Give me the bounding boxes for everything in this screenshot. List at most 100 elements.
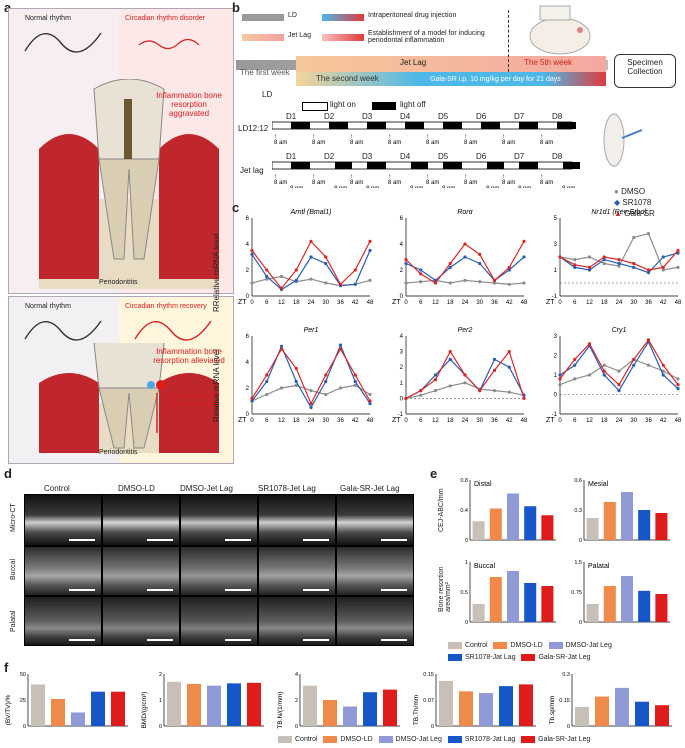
time-label: 8 am (312, 140, 325, 146)
y-tick-label: 1 (159, 698, 162, 704)
data-point (646, 271, 651, 275)
y-axis-label: TB.N/(1/mm) (277, 691, 284, 728)
y-tick-label: 1.5 (574, 560, 582, 566)
y-tick-label: 0 (579, 538, 582, 544)
palatal-image (336, 596, 414, 646)
ld1212-schedule: ↑8 am8 pm↑8 am8 pm↑8 am8 pm↑8 am8 pm↑8 a… (272, 121, 576, 146)
panel-d-label: d (4, 466, 12, 481)
bar (489, 577, 502, 622)
day-label: D6 (476, 152, 487, 161)
gene-title: Per2 (458, 327, 473, 334)
specimen-label: Specimen Collection (627, 58, 663, 76)
x-tick-label: 12 (586, 418, 593, 424)
bar (655, 705, 669, 726)
timeline-first-week: The first week (240, 68, 290, 77)
y-tick-label: 50 (20, 672, 26, 678)
palatal-image (180, 596, 258, 646)
x-tick-label: 48 (367, 300, 374, 306)
zt-label: ZT (392, 299, 401, 306)
y-tick-label: 0.15 (559, 698, 570, 704)
legend-item: Gala-SR-Jat Leg (521, 736, 590, 743)
x-tick-label: 0 (558, 300, 562, 306)
data-point (617, 264, 621, 268)
top-wave-disorder (138, 38, 200, 50)
subplot-title: Distal (474, 481, 492, 488)
y-axis-label: (BV/TV)/% (5, 694, 12, 725)
arrow-am: ↑ (350, 134, 353, 140)
y-axis-label: TB.Th/mm (413, 695, 420, 725)
x-tick-label: 36 (645, 418, 652, 424)
panel-c-ylabel-bottom: Relative mRNA level (212, 349, 221, 422)
data-point (492, 389, 497, 393)
data-point (573, 265, 577, 269)
data-point (573, 363, 577, 367)
data-point (558, 383, 562, 387)
time-label: 8 am (388, 180, 401, 186)
panel-d-col-0: Control (44, 484, 70, 493)
data-point (433, 378, 438, 382)
zt-label: ZT (238, 299, 247, 306)
x-tick-label: 30 (476, 300, 483, 306)
y-tick-label: 0 (465, 538, 468, 544)
legend-item: Control (278, 736, 318, 743)
data-point (522, 396, 526, 400)
data-point (265, 379, 269, 384)
day-label: D7 (514, 152, 525, 161)
timeline-jetlag-bar (296, 56, 606, 72)
time-label: 8 pm (442, 186, 455, 188)
panel-c-label: c (232, 200, 240, 215)
legend-item: SR1078-Jat Lag (447, 736, 515, 743)
x-tick-label: 24 (308, 418, 315, 424)
data-point (265, 373, 269, 377)
day-label: D7 (514, 112, 525, 121)
data-point (587, 265, 592, 269)
dark-period (519, 122, 538, 129)
data-point (265, 274, 269, 279)
y-tick-label: 0 (246, 294, 250, 300)
legend-item: DMSO-LD (323, 736, 373, 743)
timeline-second-week: The second week (316, 74, 379, 83)
day-label: D1 (286, 112, 297, 121)
data-point (492, 368, 497, 372)
data-point (558, 255, 562, 259)
ct-image (336, 494, 414, 546)
time-label: 8 pm (562, 186, 575, 188)
bar (472, 604, 485, 622)
x-tick-label: 48 (367, 418, 374, 424)
light-off-label: light off (400, 100, 426, 109)
arrow-am: ↑ (388, 174, 391, 180)
x-tick-label: 24 (616, 418, 623, 424)
data-point (507, 265, 511, 269)
time-label: 8 am (464, 180, 477, 186)
palatal-image (258, 596, 336, 646)
data-point (646, 232, 651, 236)
y-tick-label: 0 (431, 724, 434, 730)
data-point (324, 379, 328, 384)
data-point (661, 373, 665, 377)
data-point (279, 347, 284, 351)
bar (575, 706, 589, 726)
data-point (265, 268, 269, 272)
x-tick-label: 0 (404, 418, 408, 424)
bar (167, 681, 181, 726)
zt-label: ZT (546, 417, 555, 424)
y-tick-label: 1 (554, 268, 558, 274)
dark-period (557, 122, 576, 129)
y-tick-label: 6 (400, 216, 404, 222)
ct-image (24, 494, 102, 546)
data-point (646, 338, 651, 342)
y-tick-label: 2 (400, 268, 404, 274)
arrow-am: ↑ (350, 174, 353, 180)
ct-image (258, 494, 336, 546)
dark-period (405, 122, 424, 129)
data-point (632, 363, 636, 367)
y-tick-label: 6 (246, 216, 250, 222)
data-point (265, 392, 269, 397)
data-point (507, 350, 511, 354)
panel-d-row-microct: Micro-CT (10, 503, 17, 532)
y-tick-label: 0.07 (423, 698, 434, 704)
data-point (463, 278, 467, 282)
data-point (617, 389, 621, 393)
bar (620, 576, 634, 622)
